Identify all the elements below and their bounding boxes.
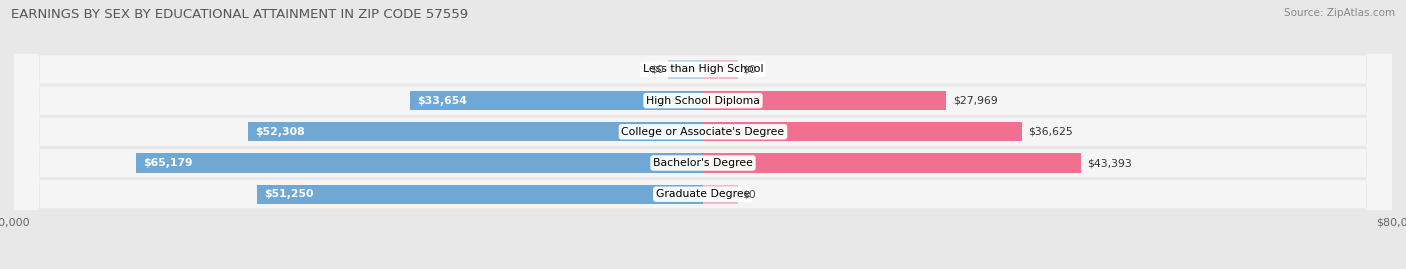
Text: High School Diploma: High School Diploma: [647, 95, 759, 106]
Text: Source: ZipAtlas.com: Source: ZipAtlas.com: [1284, 8, 1395, 18]
Bar: [703, 153, 1080, 173]
Bar: [668, 60, 703, 79]
Bar: [703, 185, 738, 204]
Text: $0: $0: [742, 189, 756, 199]
Bar: [411, 91, 703, 110]
FancyBboxPatch shape: [14, 0, 1392, 269]
Bar: [703, 122, 1022, 141]
Text: Less than High School: Less than High School: [643, 64, 763, 75]
Bar: [257, 185, 703, 204]
FancyBboxPatch shape: [14, 0, 1392, 269]
Text: $33,654: $33,654: [418, 95, 467, 106]
Text: $65,179: $65,179: [143, 158, 193, 168]
FancyBboxPatch shape: [14, 0, 1392, 269]
Text: College or Associate's Degree: College or Associate's Degree: [621, 127, 785, 137]
Text: $0: $0: [650, 64, 664, 75]
Text: $27,969: $27,969: [953, 95, 998, 106]
Text: $36,625: $36,625: [1029, 127, 1073, 137]
Bar: [136, 153, 703, 173]
Text: Graduate Degree: Graduate Degree: [655, 189, 751, 199]
Text: $0: $0: [742, 64, 756, 75]
Text: $51,250: $51,250: [264, 189, 314, 199]
Text: $43,393: $43,393: [1087, 158, 1132, 168]
Bar: [247, 122, 703, 141]
FancyBboxPatch shape: [14, 0, 1392, 269]
Text: $52,308: $52,308: [254, 127, 305, 137]
Bar: [703, 91, 946, 110]
Text: Bachelor's Degree: Bachelor's Degree: [652, 158, 754, 168]
FancyBboxPatch shape: [14, 0, 1392, 269]
Text: EARNINGS BY SEX BY EDUCATIONAL ATTAINMENT IN ZIP CODE 57559: EARNINGS BY SEX BY EDUCATIONAL ATTAINMEN…: [11, 8, 468, 21]
Bar: [703, 60, 738, 79]
